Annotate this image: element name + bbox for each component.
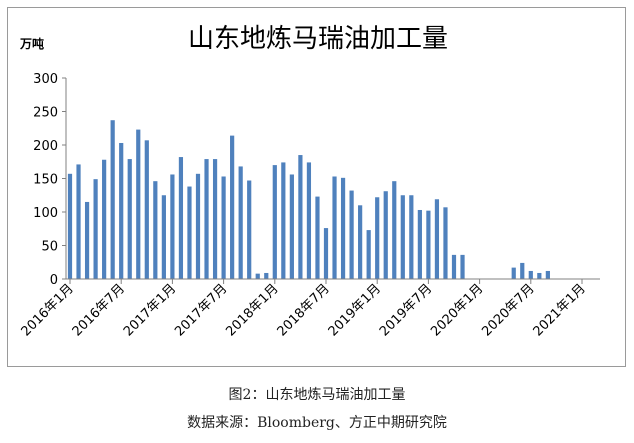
bar bbox=[153, 181, 158, 279]
x-tick-label: 2018年7月 bbox=[275, 281, 333, 339]
bar bbox=[375, 197, 380, 279]
bar bbox=[306, 162, 312, 279]
bar bbox=[443, 207, 448, 279]
chart: 山东地炼马瑞油加工量 万吨 0 50 100 150 200 250 300 2016年1月… bbox=[19, 24, 600, 339]
chart-title: 山东地炼马瑞油加工量 bbox=[188, 24, 448, 54]
bar bbox=[170, 174, 175, 279]
y-tick-label: 0 bbox=[50, 273, 58, 288]
bar bbox=[545, 270, 550, 279]
bar bbox=[323, 228, 329, 279]
bar bbox=[119, 142, 124, 279]
bar bbox=[144, 140, 149, 279]
bars bbox=[67, 120, 550, 280]
bar bbox=[340, 177, 346, 279]
bar bbox=[460, 254, 465, 279]
bar bbox=[187, 186, 192, 279]
y-tick-label: 150 bbox=[33, 173, 58, 188]
bar bbox=[127, 159, 132, 279]
bar bbox=[417, 209, 422, 279]
x-tick-label: 2016年7月 bbox=[70, 281, 128, 339]
x-axis: 2016年1月2016年7月2017年1月2017年7月2018年1月2018年… bbox=[19, 279, 589, 339]
figure-caption: 图2：山东地炼马瑞油加工量 bbox=[228, 387, 406, 403]
bar bbox=[298, 155, 303, 279]
bar bbox=[537, 272, 542, 279]
x-tick-label: 2020年1月 bbox=[428, 281, 486, 339]
bar bbox=[84, 201, 90, 279]
bar bbox=[230, 135, 235, 279]
bar bbox=[76, 164, 81, 279]
x-tick-label: 2020年7月 bbox=[479, 281, 537, 339]
bar bbox=[289, 174, 294, 279]
bar bbox=[67, 173, 73, 279]
bar bbox=[383, 191, 388, 279]
y-tick-label: 250 bbox=[33, 106, 58, 121]
bar bbox=[392, 181, 397, 279]
bar bbox=[102, 159, 107, 279]
bar bbox=[451, 254, 457, 279]
bar bbox=[366, 230, 371, 279]
x-tick-label: 2019年1月 bbox=[326, 281, 384, 339]
bar bbox=[136, 129, 141, 279]
bar bbox=[195, 173, 201, 279]
y-axis: 0 50 100 150 200 250 300 bbox=[33, 72, 66, 288]
unit-label: 万吨 bbox=[19, 36, 44, 51]
axes bbox=[65, 78, 600, 280]
bar bbox=[511, 267, 516, 279]
bar bbox=[221, 176, 226, 279]
bar bbox=[349, 190, 354, 279]
bar bbox=[272, 165, 277, 279]
bar bbox=[358, 205, 363, 279]
bar bbox=[238, 166, 243, 279]
bar bbox=[409, 195, 414, 279]
bar bbox=[178, 157, 184, 279]
bar bbox=[520, 262, 525, 279]
bar bbox=[255, 273, 260, 279]
x-tick-label: 2018年1月 bbox=[223, 281, 281, 339]
bar bbox=[204, 159, 209, 279]
bar bbox=[426, 210, 431, 279]
bar bbox=[264, 272, 269, 279]
bar bbox=[332, 176, 337, 279]
bar bbox=[212, 159, 218, 279]
source-caption: 数据来源：Bloomberg、方正中期研究院 bbox=[187, 415, 447, 431]
x-tick-label: 2017年1月 bbox=[121, 281, 179, 339]
y-tick-label: 50 bbox=[41, 240, 58, 255]
x-tick-label: 2021年1月 bbox=[531, 281, 589, 339]
x-tick-label: 2016年1月 bbox=[19, 281, 77, 339]
y-tick-label: 300 bbox=[33, 72, 58, 87]
y-tick-label: 200 bbox=[33, 139, 58, 154]
y-tick-label: 100 bbox=[33, 206, 58, 221]
bar bbox=[315, 196, 320, 279]
x-tick-label: 2017年7月 bbox=[172, 281, 230, 339]
x-tick-label: 2019年7月 bbox=[377, 281, 435, 339]
chart-frame bbox=[7, 7, 626, 367]
bar bbox=[161, 195, 166, 279]
bar bbox=[281, 162, 286, 279]
bar bbox=[528, 270, 533, 279]
bar bbox=[400, 195, 405, 279]
bar bbox=[93, 179, 98, 279]
bar bbox=[247, 180, 252, 279]
bar bbox=[434, 199, 440, 279]
bar bbox=[110, 120, 115, 280]
